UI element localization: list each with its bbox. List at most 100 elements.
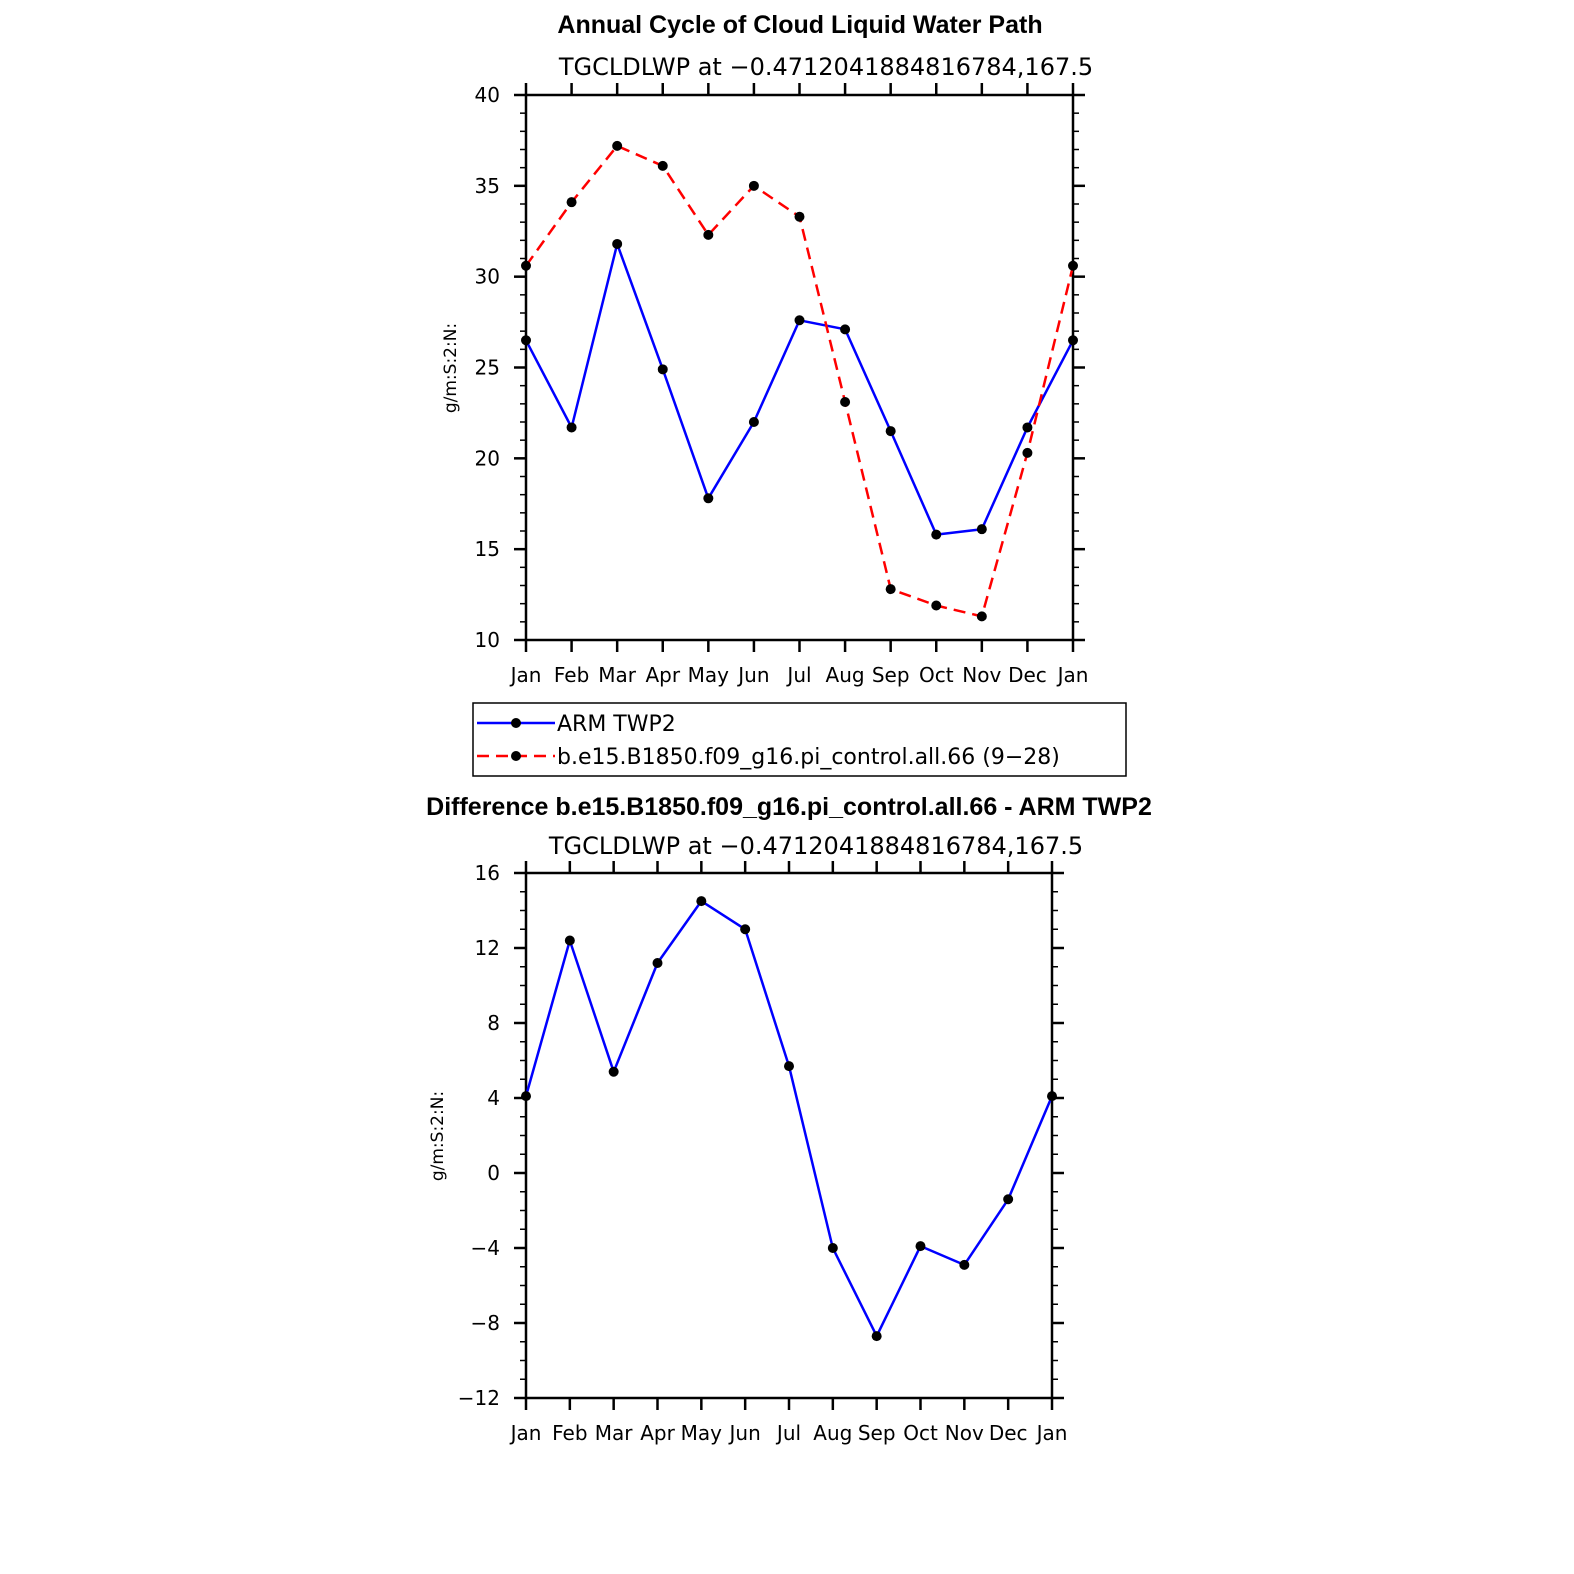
- x-tick-label: May: [688, 663, 730, 687]
- legend-marker-model: [511, 751, 521, 761]
- y-tick-label: 30: [475, 265, 500, 289]
- x-tick-label: Jan: [1035, 1421, 1068, 1445]
- data-point: [1068, 260, 1078, 271]
- y-tick-label: 20: [475, 446, 500, 470]
- data-point: [1003, 1194, 1014, 1205]
- data-point: [566, 422, 577, 433]
- data-point: [959, 1259, 970, 1270]
- y-tick-label: 35: [475, 174, 500, 198]
- top-chart-title: Annual Cycle of Cloud Liquid Water Path: [557, 11, 1042, 39]
- x-tick-label: Nov: [945, 1421, 984, 1445]
- data-point: [657, 364, 668, 375]
- x-tick-label: May: [681, 1421, 723, 1445]
- top-plot-series: [521, 140, 1078, 622]
- y-tick-label: 15: [475, 537, 500, 561]
- top-panel: Annual Cycle of Cloud Liquid Water Path …: [441, 11, 1093, 687]
- data-point: [1047, 1091, 1057, 1102]
- legend-marker-arm-twp2: [511, 718, 521, 728]
- x-tick-label: Apr: [645, 663, 680, 687]
- x-tick-label: Jun: [728, 1421, 761, 1445]
- x-tick-label: Aug: [826, 663, 865, 687]
- data-point: [1022, 447, 1033, 458]
- x-tick-label: Sep: [858, 1421, 896, 1445]
- top-chart-subtitle: TGCLDLWP at −0.4712041884816784,167.5: [558, 53, 1093, 81]
- legend-item-model: b.e15.B1850.f09_g16.pi_control.all.66 (9…: [477, 745, 1060, 770]
- y-tick-label: 16: [475, 861, 500, 885]
- y-tick-label: 40: [475, 83, 500, 107]
- x-tick-label: Feb: [552, 1421, 587, 1445]
- data-point: [976, 611, 987, 622]
- data-point: [840, 397, 851, 408]
- data-point: [564, 935, 575, 946]
- y-tick-label: 4: [487, 1086, 500, 1110]
- data-point: [794, 211, 805, 222]
- y-tick-label: −12: [458, 1386, 500, 1410]
- x-tick-label: Jul: [775, 1421, 801, 1445]
- data-point: [794, 315, 805, 326]
- plot-frame: [524, 93, 1075, 642]
- x-tick-label: Oct: [903, 1421, 938, 1445]
- y-tick-label: 8: [487, 1011, 500, 1035]
- legend: ARM TWP2 b.e15.B1850.f09_g16.pi_control.…: [472, 702, 1127, 777]
- legend-label-model: b.e15.B1850.f09_g16.pi_control.all.66 (9…: [557, 745, 1060, 770]
- x-tick-label: Jan: [509, 1421, 542, 1445]
- x-tick-label: Dec: [1008, 663, 1047, 687]
- x-tick-label: Mar: [598, 663, 637, 687]
- data-point: [521, 260, 531, 271]
- data-point: [740, 924, 751, 935]
- data-point: [931, 529, 942, 540]
- bottom-y-axis-label: g/m:S:2:N:: [428, 1091, 448, 1181]
- x-tick-label: Jan: [509, 663, 542, 687]
- data-point: [612, 238, 623, 249]
- data-point: [976, 524, 987, 535]
- data-point: [566, 197, 577, 208]
- y-tick-label: −8: [471, 1311, 500, 1335]
- data-point: [652, 958, 663, 968]
- y-tick-label: 10: [475, 628, 500, 652]
- x-tick-label: Sep: [872, 663, 910, 687]
- y-tick-label: 0: [487, 1161, 500, 1185]
- data-point: [885, 426, 896, 437]
- data-point: [885, 584, 896, 595]
- data-point: [612, 140, 623, 151]
- data-point: [748, 180, 759, 191]
- data-point: [703, 229, 714, 240]
- data-point: [657, 160, 668, 171]
- data-point: [748, 417, 759, 427]
- x-tick-label: Jul: [785, 663, 811, 687]
- data-point: [871, 1331, 882, 1342]
- bottom-plot-series: [521, 896, 1057, 1342]
- bottom-panel: Difference b.e15.B1850.f09_g16.pi_contro…: [426, 793, 1152, 1445]
- data-point: [827, 1243, 838, 1253]
- data-point: [840, 324, 851, 335]
- data-point: [521, 1091, 531, 1102]
- y-tick-label: 25: [475, 356, 500, 380]
- series-line-0: [524, 899, 1054, 1338]
- data-point: [696, 896, 707, 907]
- data-point: [521, 335, 531, 346]
- bottom-chart-subtitle: TGCLDLWP at −0.4712041884816784,167.5: [548, 832, 1083, 860]
- data-point: [931, 600, 942, 611]
- data-point: [1068, 335, 1078, 346]
- x-tick-label: Jun: [736, 663, 769, 687]
- legend-label-arm-twp2: ARM TWP2: [557, 712, 676, 737]
- data-point: [1022, 422, 1033, 433]
- top-plot-axes: 10 15 20 25 30 35 40 Jan Feb Mar Apr May Jun Jul Aug Se…: [475, 83, 1089, 687]
- x-tick-label: Apr: [640, 1421, 675, 1445]
- top-y-axis-label: g/m:S:2:N:: [441, 323, 461, 413]
- series-line-0: [524, 242, 1075, 536]
- legend-box: [472, 702, 1127, 777]
- x-tick-label: Oct: [919, 663, 954, 687]
- legend-item-arm-twp2: ARM TWP2: [477, 712, 676, 737]
- x-tick-label: Aug: [813, 1421, 852, 1445]
- x-tick-label: Nov: [962, 663, 1001, 687]
- x-tick-label: Jan: [1056, 663, 1089, 687]
- data-point: [703, 493, 714, 504]
- y-tick-label: −4: [471, 1236, 500, 1260]
- bottom-chart-title: Difference b.e15.B1850.f09_g16.pi_contro…: [426, 793, 1152, 821]
- data-point: [608, 1066, 619, 1077]
- x-tick-label: Mar: [595, 1421, 634, 1445]
- bottom-plot-axes: −12 −8 −4 0 4 8 12 16 Jan Feb Mar Apr May Jun Jul Aug Se…: [458, 861, 1068, 1445]
- data-point: [784, 1061, 794, 1072]
